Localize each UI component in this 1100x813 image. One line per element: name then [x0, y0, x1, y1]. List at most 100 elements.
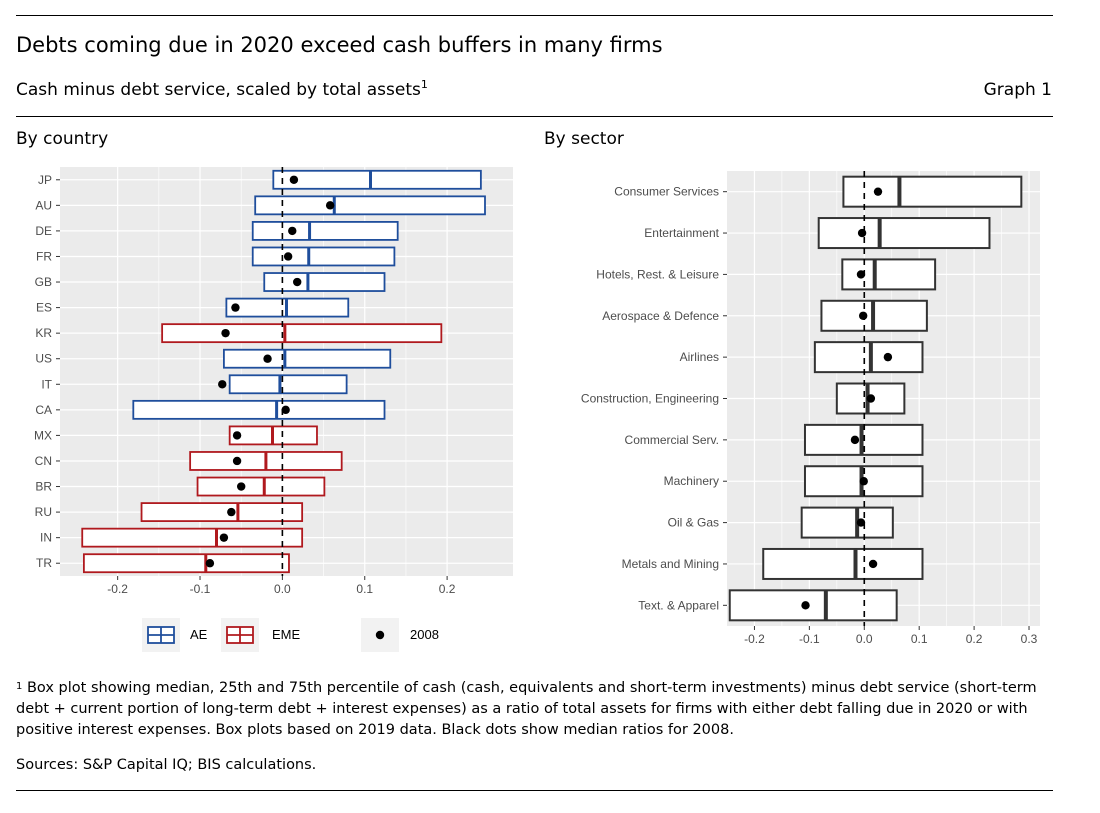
country-point-2008 — [221, 328, 230, 338]
sector-y-tick-label: Construction, Engineering — [581, 392, 719, 406]
country-x-tick-label: 0.1 — [356, 582, 373, 596]
subtitle-text: Cash minus debt service, scaled by total… — [16, 80, 421, 100]
sector-point-2008 — [850, 435, 860, 445]
country-box — [82, 553, 290, 574]
sector-y-tick-label: Airlines — [680, 350, 719, 364]
country-y-tick-label: IT — [41, 377, 52, 391]
country-box — [251, 246, 396, 267]
sector-y-tick-label: Oil & Gas — [668, 516, 719, 530]
sector-x-tick-label: 0.0 — [856, 632, 873, 646]
sector-x-tick-label: 0.2 — [966, 632, 983, 646]
sector-point-2008 — [857, 228, 867, 238]
country-y-tick-label: MX — [34, 428, 52, 442]
chart-title: Debts coming due in 2020 exceed cash buf… — [16, 33, 663, 57]
sector-box — [762, 547, 924, 580]
country-y-tick-label: TR — [36, 556, 52, 570]
sector-y-tick-label: Consumer Services — [614, 185, 719, 199]
country-box — [263, 272, 386, 292]
sector-box — [841, 258, 937, 291]
country-point-2008 — [293, 277, 302, 287]
country-box — [254, 195, 486, 216]
country-point-2008 — [283, 252, 293, 261]
legend-label-eme: EME — [272, 627, 301, 642]
sector-point-2008 — [801, 601, 810, 610]
legend-label-ae: AE — [190, 627, 208, 642]
sector-y-tick-label: Machinery — [664, 474, 719, 488]
country-point-2008 — [281, 405, 290, 415]
sector-x-tick-label: 0.3 — [1021, 632, 1038, 646]
sector-box — [817, 217, 991, 250]
country-y-tick-label: BR — [35, 480, 52, 494]
country-point-2008 — [232, 456, 242, 466]
country-point-2008 — [227, 507, 236, 517]
country-box — [196, 476, 326, 497]
country-y-tick-label: KR — [35, 326, 52, 340]
country-box — [140, 502, 304, 522]
sector-point-2008 — [858, 311, 868, 320]
country-point-2008 — [289, 175, 299, 184]
sector-y-tick-label: Entertainment — [644, 226, 719, 240]
country-y-tick-label: FR — [36, 249, 52, 263]
country-box — [81, 527, 304, 548]
country-point-2008 — [219, 533, 229, 542]
sector-point-2008 — [883, 352, 893, 362]
country-point-2008 — [205, 559, 215, 568]
sector-box — [800, 506, 894, 539]
sector-point-2008 — [859, 477, 868, 486]
panel-title-country: By country — [16, 129, 109, 149]
sources-note: Sources: S&P Capital IQ; BIS calculation… — [16, 757, 317, 773]
country-y-tick-label: JP — [38, 173, 52, 187]
legend-key-point-2008 — [375, 630, 385, 640]
sector-point-2008 — [856, 518, 866, 527]
country-y-tick-label: US — [35, 352, 52, 366]
sector-box — [728, 589, 898, 622]
country-box — [223, 348, 392, 369]
country-point-2008 — [231, 303, 240, 312]
sector-box — [813, 341, 924, 374]
country-x-tick-label: 0.0 — [274, 582, 291, 596]
country-box — [272, 169, 482, 190]
chart-subtitle: Cash minus debt service, scaled by total… — [16, 78, 428, 100]
sector-x-tick-label: -0.1 — [799, 632, 820, 646]
country-point-2008 — [232, 431, 242, 440]
country-y-tick-label: CA — [35, 403, 52, 417]
country-box — [132, 399, 386, 420]
panel-title-sector: By sector — [544, 129, 624, 149]
sector-point-2008 — [856, 270, 866, 279]
country-point-2008 — [288, 226, 297, 236]
country-y-tick-label: IN — [40, 531, 52, 545]
header-rule — [16, 116, 1053, 117]
subtitle-footnote-mark: 1 — [420, 78, 428, 91]
sector-y-tick-label: Commercial Serv. — [625, 433, 719, 447]
footnote-text: Box plot showing median, 25th and 75th p… — [16, 680, 1037, 738]
country-point-2008 — [237, 482, 246, 491]
sector-point-2008 — [868, 559, 878, 569]
country-point-2008 — [263, 354, 272, 363]
graph-label: Graph 1 — [983, 80, 1052, 100]
sector-y-tick-label: Metals and Mining — [622, 557, 719, 571]
sector-x-tick-label: 0.1 — [911, 632, 928, 646]
country-x-tick-label: -0.1 — [190, 582, 211, 596]
country-y-tick-label: ES — [36, 301, 52, 315]
country-y-tick-label: GB — [35, 275, 52, 289]
footnote: 1 Box plot showing median, 25th and 75th… — [16, 678, 1061, 741]
sector-y-tick-label: Hotels, Rest. & Leisure — [596, 267, 719, 281]
sector-box — [842, 175, 1023, 208]
country-y-tick-label: AU — [35, 198, 52, 212]
sector-point-2008 — [866, 394, 876, 403]
country-y-tick-label: CN — [35, 454, 52, 468]
sector-x-tick-label: -0.2 — [744, 632, 765, 646]
country-box — [228, 374, 348, 395]
country-box — [161, 323, 443, 344]
sector-point-2008 — [873, 187, 883, 196]
sector-y-tick-label: Aerospace & Defence — [602, 309, 719, 323]
country-box — [251, 221, 399, 241]
country-y-tick-label: DE — [35, 224, 52, 238]
country-x-tick-label: -0.2 — [107, 582, 128, 596]
top-rule — [16, 15, 1053, 16]
legend-label-2008: 2008 — [410, 627, 439, 642]
country-y-tick-label: RU — [35, 505, 52, 519]
footnote-mark: 1 — [16, 681, 23, 692]
country-point-2008 — [218, 380, 227, 389]
